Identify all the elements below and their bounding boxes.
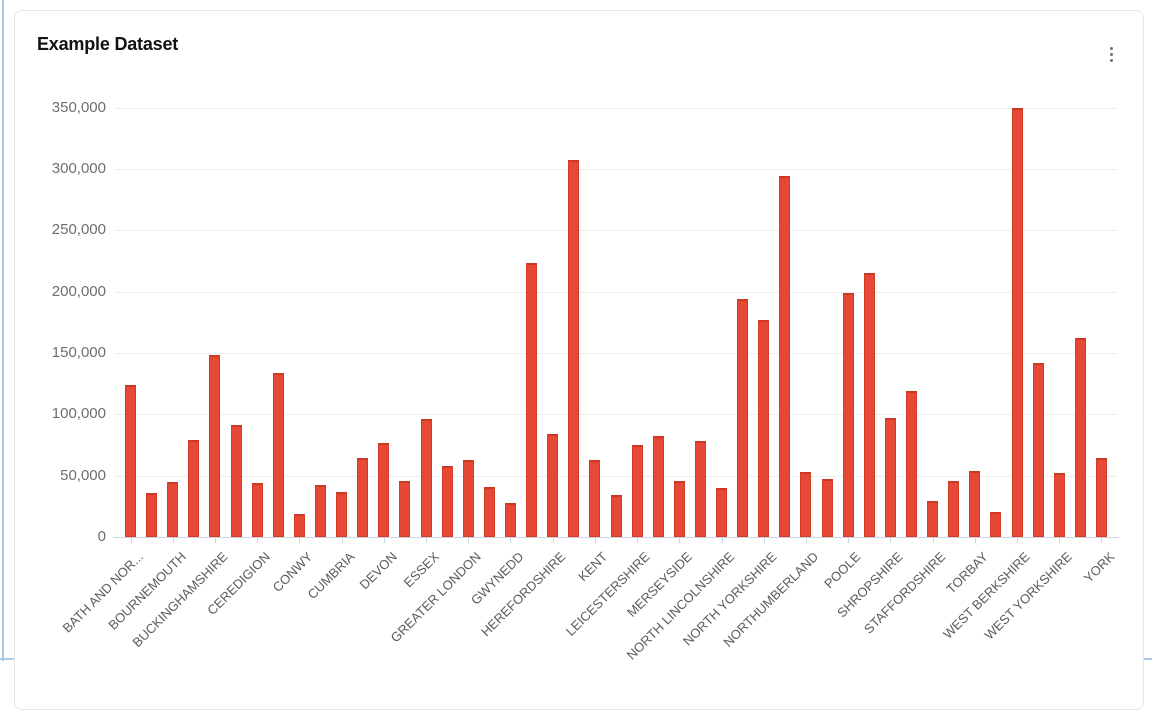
bar[interactable] (378, 442, 390, 537)
bar[interactable] (125, 384, 137, 537)
bar[interactable] (272, 372, 284, 537)
bar-chart: 0 50,000 100,000 150,000 200,000 250,000 300,0… (51, 98, 1119, 663)
bar[interactable] (758, 319, 770, 537)
x-axis-tick (848, 538, 850, 543)
bar[interactable] (336, 491, 348, 537)
x-axis-tick (214, 538, 216, 543)
bar[interactable] (483, 486, 495, 537)
y-axis-label: 150,000 (51, 343, 106, 361)
y-axis-label: 50,000 (60, 466, 106, 484)
bar[interactable] (504, 502, 516, 537)
x-axis-tick (257, 538, 259, 543)
bar[interactable] (251, 483, 263, 537)
y-axis-label: 300,000 (51, 159, 106, 177)
bar[interactable] (547, 433, 559, 537)
bar[interactable] (188, 440, 200, 537)
gridline (115, 291, 1117, 293)
bar[interactable] (357, 458, 369, 537)
bar[interactable] (610, 495, 622, 537)
bar[interactable] (568, 160, 580, 537)
x-axis-line (113, 537, 1119, 538)
bar[interactable] (990, 512, 1002, 537)
gridline (115, 168, 1117, 170)
bar[interactable] (737, 298, 749, 537)
bar[interactable] (779, 176, 791, 537)
x-axis-tick (974, 538, 976, 543)
y-axis-label: 350,000 (51, 98, 106, 116)
x-axis-tick (299, 538, 301, 543)
bar[interactable] (884, 417, 896, 537)
x-axis-tick (763, 538, 765, 543)
x-axis-tick (468, 538, 470, 543)
y-axis-label: 200,000 (51, 282, 106, 300)
kebab-dot (1109, 46, 1113, 50)
grid-accent-line-left (2, 0, 4, 661)
x-axis-tick (805, 538, 807, 543)
chart-title: Example Dataset (37, 34, 179, 54)
y-axis-label: 100,000 (51, 405, 106, 423)
bar[interactable] (673, 480, 685, 537)
bar[interactable] (209, 355, 221, 537)
bar[interactable] (526, 263, 538, 537)
x-axis-tick (594, 538, 596, 543)
kebab-menu-icon[interactable] (1103, 44, 1119, 64)
bar[interactable] (399, 480, 411, 537)
bar[interactable] (969, 470, 981, 537)
x-axis-tick (172, 538, 174, 543)
bar[interactable] (462, 459, 474, 537)
gridline (115, 475, 1117, 477)
x-axis-tick (426, 538, 428, 543)
bar[interactable] (927, 501, 939, 537)
x-axis-tick (721, 538, 723, 543)
bar[interactable] (800, 471, 812, 537)
x-axis-tick (130, 538, 132, 543)
bar[interactable] (167, 481, 179, 537)
gridline (115, 414, 1117, 416)
gridline (115, 230, 1117, 232)
bar[interactable] (948, 480, 960, 537)
bar[interactable] (441, 465, 453, 537)
x-axis-tick (1017, 538, 1019, 543)
x-axis-tick (890, 538, 892, 543)
bar[interactable] (863, 273, 875, 537)
bar[interactable] (1095, 458, 1107, 537)
x-axis-tick (552, 538, 554, 543)
bar[interactable] (716, 487, 728, 537)
x-axis-tick (1101, 538, 1103, 543)
bar[interactable] (230, 425, 242, 537)
kebab-dot (1109, 58, 1113, 62)
kebab-dot (1109, 52, 1113, 56)
y-axis-label: 0 (97, 528, 106, 545)
bar[interactable] (842, 292, 854, 537)
bar[interactable] (1053, 473, 1065, 537)
bar[interactable] (1032, 362, 1044, 537)
x-axis-tick (637, 538, 639, 543)
x-axis-tick (510, 538, 512, 543)
bar[interactable] (1074, 338, 1086, 537)
x-axis-tick (383, 538, 385, 543)
x-axis-tick (341, 538, 343, 543)
x-axis-tick (932, 538, 934, 543)
bar[interactable] (420, 419, 432, 537)
bar[interactable] (905, 390, 917, 537)
y-axis-label: 250,000 (51, 221, 106, 239)
gridline (115, 352, 1117, 354)
x-axis-tick (1059, 538, 1061, 543)
bar[interactable] (293, 513, 305, 537)
bar[interactable] (146, 492, 158, 537)
bar[interactable] (315, 485, 326, 537)
bar[interactable] (821, 479, 833, 537)
bar[interactable] (1011, 107, 1023, 537)
bar[interactable] (589, 459, 601, 537)
bar[interactable] (631, 444, 643, 537)
bar[interactable] (652, 436, 664, 537)
bar[interactable] (694, 441, 706, 537)
x-axis-tick (679, 538, 681, 543)
gridline (115, 107, 1117, 109)
